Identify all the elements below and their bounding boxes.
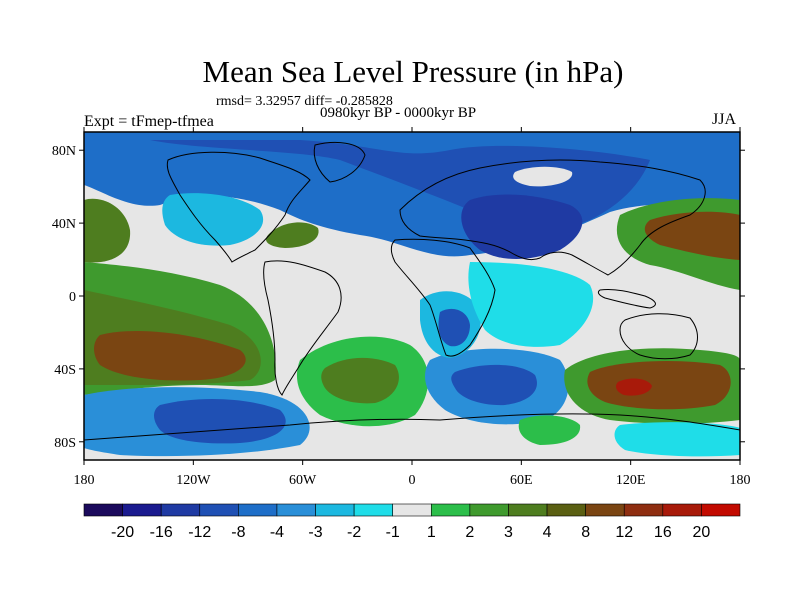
lon-label: 60E (510, 473, 533, 488)
colorbar-swatch (469, 503, 509, 517)
south-america-deep-low (154, 398, 286, 444)
colorbar-label: -4 (270, 524, 284, 541)
colorbar-label: -2 (347, 524, 361, 541)
period-text: 0980kyr BP - 0000kyr BP (320, 105, 477, 121)
colorbar-label: 2 (465, 524, 474, 541)
lon-label: 180 (730, 473, 751, 488)
colorbar-label: -3 (308, 524, 322, 541)
southern-indian-low-core (451, 364, 537, 406)
colorbar-label: 4 (543, 524, 552, 541)
coastline-antarctica (84, 413, 740, 441)
asia-low-region (461, 194, 583, 259)
colorbar-swatch (623, 503, 664, 517)
lon-label: 180 (74, 473, 95, 488)
colorbar-label: 8 (581, 524, 590, 541)
lon-label: 120W (176, 473, 211, 488)
colorbar-swatch (83, 503, 123, 517)
colorbar-swatch (430, 503, 471, 517)
colorbar-label: 1 (427, 524, 436, 541)
colorbar-label: -20 (111, 524, 134, 541)
north-pacific-high (84, 198, 131, 263)
colorbar-label: -16 (150, 524, 173, 541)
colorbar-swatch (585, 503, 625, 517)
coastlines (84, 142, 740, 441)
colorbar-swatch (160, 503, 201, 517)
lon-label: 0 (409, 473, 416, 488)
axes: 80N 40N 0 40S 80S 180 120W 60W 0 60E 120E 180 (52, 127, 751, 488)
australia-high-peak (616, 378, 652, 396)
lat-label: 40S (54, 363, 76, 378)
colorbar-swatch (199, 503, 239, 517)
colorbar-swatch (546, 503, 586, 517)
colorbar-swatch (662, 503, 702, 517)
page-title: Mean Sea Level Pressure (in hPa) (202, 54, 624, 89)
colorbar-swatch (315, 503, 355, 517)
lat-label: 80S (54, 436, 76, 451)
colorbar-swatch (701, 503, 741, 517)
coastline-south-america (263, 260, 342, 396)
experiment-label: Expt = tFmep-tfmea (84, 113, 214, 130)
south-atlantic-high-core (321, 357, 399, 404)
antarctic-low-east (614, 422, 740, 457)
colorbar-label: 20 (693, 524, 711, 541)
coastline-indonesia (597, 289, 656, 309)
pressure-field (84, 132, 740, 460)
season-label: JJA (712, 111, 737, 128)
colorbar-label: -12 (188, 524, 211, 541)
lon-label: 120E (616, 473, 646, 488)
north-atlantic-high (265, 222, 319, 248)
lat-label: 0 (69, 290, 76, 305)
lat-label: 40N (52, 217, 76, 232)
coastline-australia (619, 313, 698, 360)
colorbar-label: 16 (654, 524, 672, 541)
lat-label: 80N (52, 144, 76, 159)
lon-label: 60W (289, 473, 317, 488)
colorbar-label: 3 (504, 524, 513, 541)
australia-high-core (587, 360, 731, 410)
colorbar-label: -8 (231, 524, 245, 541)
colorbar-swatch (122, 503, 162, 517)
colorbar-swatch (353, 503, 394, 517)
colorbar-swatch (508, 503, 548, 517)
colorbar: -20 -16 -12 -8 -4 -3 -2 -1 1 2 3 4 8 12 16 20 (83, 503, 741, 541)
colorbar-swatch (276, 503, 316, 517)
colorbar-swatch (238, 503, 278, 517)
coastline-north-america (166, 151, 311, 263)
coastline-africa (390, 238, 496, 357)
stats-text: rmsd= 3.32957 diff= -0.285828 (216, 94, 393, 109)
colorbar-swatch (392, 503, 432, 517)
colorbar-label: 12 (615, 524, 633, 541)
colorbar-label: -1 (386, 524, 400, 541)
south-pacific-high-core (94, 330, 246, 381)
southern-africa-low-core (438, 308, 470, 347)
indian-ocean-low (468, 262, 594, 347)
siberia-high (513, 166, 573, 187)
coastline-europe-asia (399, 159, 706, 276)
coastline-greenland (313, 142, 366, 183)
antarctic-low-central (518, 415, 581, 445)
